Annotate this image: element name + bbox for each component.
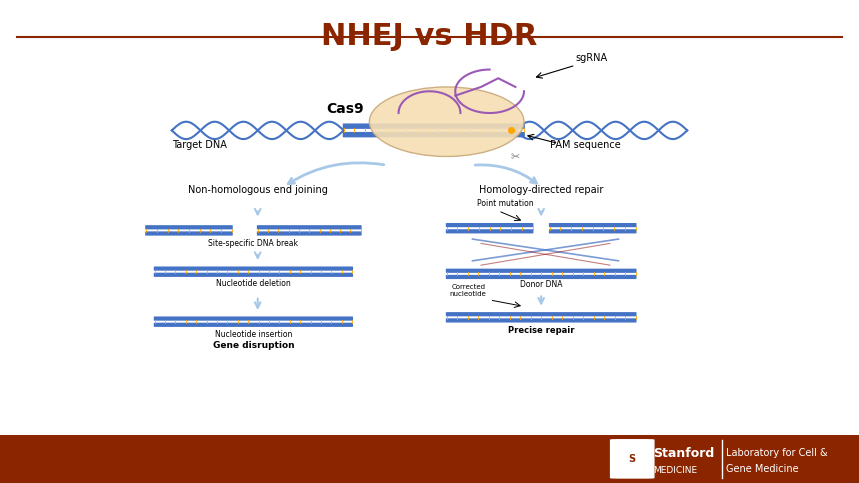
FancyBboxPatch shape [145,231,233,236]
Text: Gene Medicine: Gene Medicine [726,465,799,474]
FancyBboxPatch shape [257,225,362,229]
FancyBboxPatch shape [549,223,637,227]
Text: ✂: ✂ [511,153,520,163]
Text: Point mutation: Point mutation [477,199,533,209]
Text: NHEJ vs HDR: NHEJ vs HDR [321,22,538,51]
FancyBboxPatch shape [549,229,637,233]
FancyBboxPatch shape [446,223,533,227]
Text: Precise repair: Precise repair [508,326,575,335]
FancyBboxPatch shape [446,312,637,316]
Text: Site-specific DNA break: Site-specific DNA break [209,239,298,248]
Text: Gene disruption: Gene disruption [212,341,295,350]
FancyBboxPatch shape [145,225,233,229]
Text: Donor DNA: Donor DNA [520,280,563,289]
FancyBboxPatch shape [610,439,655,479]
FancyBboxPatch shape [446,318,637,323]
Text: S: S [629,454,636,464]
Text: Stanford: Stanford [653,447,714,459]
Text: PAM sequence: PAM sequence [550,140,620,150]
Text: Target DNA: Target DNA [172,140,227,150]
FancyBboxPatch shape [446,275,637,279]
FancyBboxPatch shape [154,316,353,321]
Text: Laboratory for Cell &: Laboratory for Cell & [726,448,827,458]
Text: Corrected
nucleotide: Corrected nucleotide [450,284,486,297]
Text: Cas9: Cas9 [326,102,364,116]
FancyBboxPatch shape [446,269,637,273]
Text: MEDICINE: MEDICINE [653,467,697,475]
FancyBboxPatch shape [154,323,353,327]
Text: Nucleotide deletion: Nucleotide deletion [216,279,291,288]
Text: sgRNA: sgRNA [576,53,607,63]
Text: Non-homologous end joining: Non-homologous end joining [188,185,327,196]
Text: Homology-directed repair: Homology-directed repair [479,185,603,196]
Text: Nucleotide insertion: Nucleotide insertion [215,330,292,339]
FancyBboxPatch shape [154,267,353,270]
FancyBboxPatch shape [343,132,525,137]
Ellipse shape [369,87,524,156]
FancyBboxPatch shape [343,124,525,129]
FancyBboxPatch shape [446,229,533,233]
FancyBboxPatch shape [154,273,353,277]
FancyBboxPatch shape [257,231,362,236]
